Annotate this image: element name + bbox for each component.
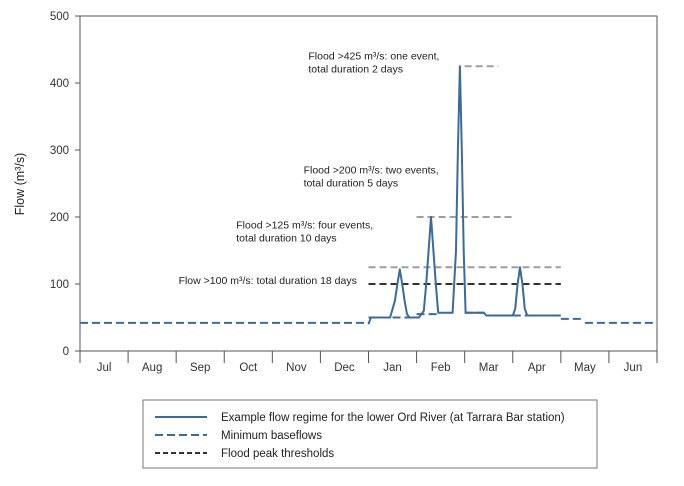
legend: Example flow regime for the lower Ord Ri… xyxy=(142,399,598,469)
annotation: Flood >425 m³/s: one event, total duratio… xyxy=(308,51,439,76)
x-tick-label: Jun xyxy=(624,362,643,374)
x-tick-label: Sep xyxy=(190,362,210,374)
annotation: Flow >100 m³/s: total duration 18 days xyxy=(179,275,357,287)
legend-label: Minimum baseflows xyxy=(221,430,322,442)
y-tick-label: 500 xyxy=(50,11,69,23)
annotation: Flood >200 m³/s: two events, total durati… xyxy=(304,164,439,189)
annotation: Flood >125 m³/s: four events, total durat… xyxy=(236,219,373,244)
x-tick-label: Mar xyxy=(479,362,499,374)
annotations-layer: Flood >425 m³/s: one event, total duratio… xyxy=(179,51,440,287)
x-tick-label: Apr xyxy=(528,362,546,374)
legend-box xyxy=(142,399,598,469)
annotation-line: Flood >125 m³/s: four events, xyxy=(236,219,373,231)
annotation-line: Flood >425 m³/s: one event, xyxy=(308,51,439,63)
y-tick-label: 400 xyxy=(50,78,69,90)
x-tick-label: Feb xyxy=(431,362,451,374)
annotation-line: total duration 10 days xyxy=(236,232,336,244)
y-tick-label: 100 xyxy=(50,279,69,291)
annotation-line: total duration 5 days xyxy=(304,177,399,189)
x-tick-label: Jan xyxy=(383,362,402,374)
legend-label: Flood peak thresholds xyxy=(221,448,334,460)
x-tick-label: Aug xyxy=(142,362,162,374)
annotation-line: Flood >200 m³/s: two events, xyxy=(304,164,439,176)
y-tick-label: 200 xyxy=(50,212,69,224)
annotation-line: total duration 2 days xyxy=(308,64,403,76)
annotation-line: Flow >100 m³/s: total duration 18 days xyxy=(179,275,357,287)
y-axis-label: Flow (m³/s) xyxy=(13,153,27,216)
axes-layer: 0 100 200 300 400 500 Jul Aug Sep Oct Nov Dec Jan Feb… xyxy=(50,11,658,374)
y-tick-label: 300 xyxy=(50,145,69,157)
x-tick-label: Dec xyxy=(334,362,355,374)
x-tick-label: May xyxy=(574,362,596,374)
y-tick-label: 0 xyxy=(63,346,69,358)
x-tick-label: Nov xyxy=(286,362,307,374)
x-tick-label: Oct xyxy=(239,362,258,374)
flow-line xyxy=(367,65,561,325)
marks-layer xyxy=(80,65,657,325)
legend-label: Example flow regime for the lower Ord Ri… xyxy=(221,412,565,424)
x-tick-label: Jul xyxy=(97,362,112,374)
